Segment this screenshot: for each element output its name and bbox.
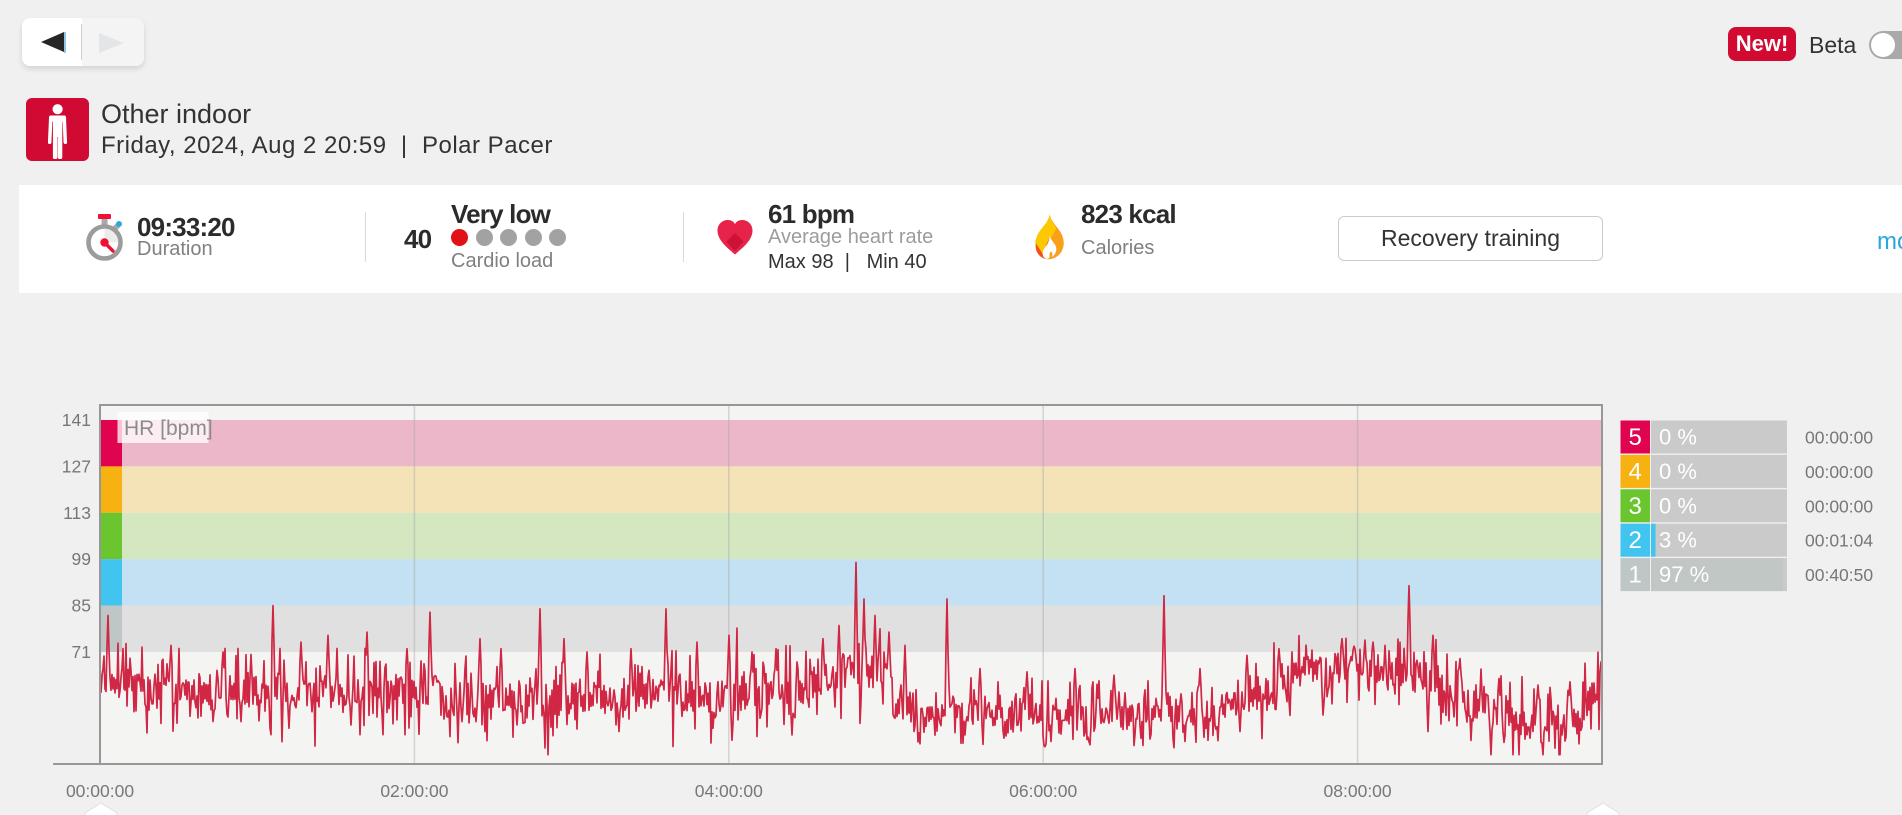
svg-text:0 %: 0 % [1659, 459, 1697, 484]
svg-text:00:00:00: 00:00:00 [1805, 462, 1873, 482]
svg-text:4: 4 [1629, 458, 1642, 485]
svg-text:08:00:00: 08:00:00 [1324, 781, 1392, 801]
svg-text:00:00:00: 00:00:00 [66, 781, 134, 801]
svg-text:3 %: 3 % [1659, 528, 1697, 553]
svg-text:97 %: 97 % [1659, 562, 1709, 587]
svg-text:3: 3 [1629, 493, 1642, 520]
svg-text:04:00:00: 04:00:00 [695, 781, 763, 801]
svg-text:113: 113 [63, 503, 91, 523]
svg-text:85: 85 [72, 596, 91, 616]
svg-text:99: 99 [72, 549, 91, 569]
svg-text:127: 127 [62, 456, 91, 476]
svg-text:2: 2 [1629, 527, 1642, 554]
svg-text:71: 71 [72, 642, 91, 662]
svg-text:00:01:04: 00:01:04 [1805, 531, 1873, 551]
svg-text:141: 141 [62, 410, 91, 430]
svg-text:02:00:00: 02:00:00 [380, 781, 448, 801]
svg-text:00:00:00: 00:00:00 [1805, 496, 1873, 516]
svg-text:0 %: 0 % [1659, 493, 1697, 518]
svg-text:5: 5 [1629, 424, 1642, 451]
svg-text:0 %: 0 % [1659, 425, 1697, 450]
svg-text:00:40:50: 00:40:50 [1805, 565, 1873, 585]
svg-text:06:00:00: 06:00:00 [1009, 781, 1077, 801]
svg-text:1: 1 [1629, 562, 1642, 589]
svg-text:00:00:00: 00:00:00 [1805, 428, 1873, 448]
svg-text:HR [bpm]: HR [bpm] [124, 417, 213, 440]
